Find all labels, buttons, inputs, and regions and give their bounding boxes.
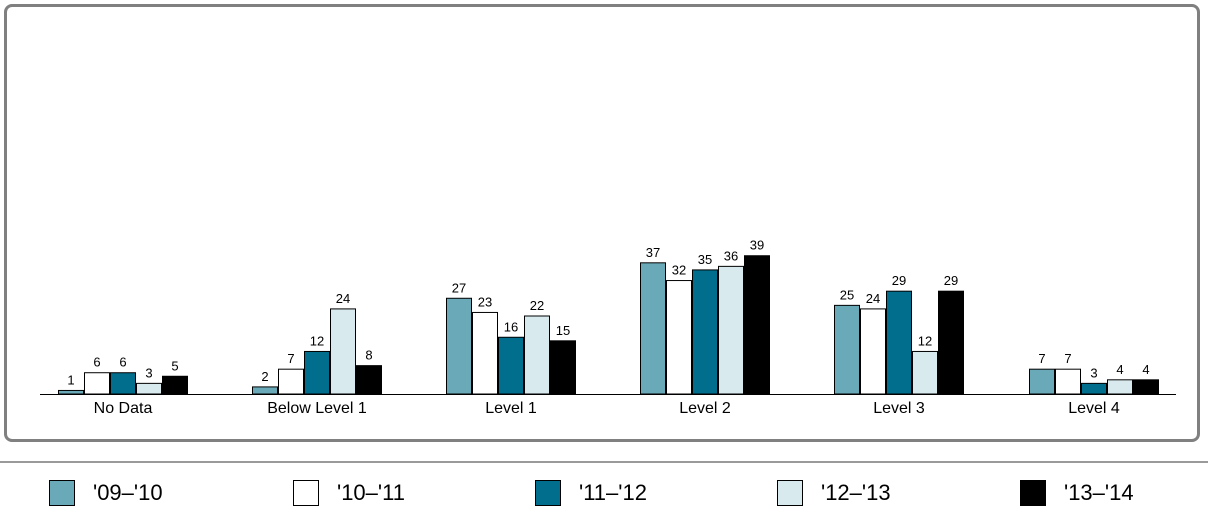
value-label-level-4-series-4: 4 bbox=[1142, 362, 1149, 377]
bar-level-4-series-2 bbox=[1081, 382, 1107, 395]
bar-level-4-series-3 bbox=[1107, 379, 1133, 395]
bar-below-level-1-series-4 bbox=[356, 365, 382, 395]
legend-swatch-09-10 bbox=[49, 480, 75, 506]
value-label-level-4-series-2: 3 bbox=[1090, 365, 1097, 380]
value-label-level-4-series-3: 4 bbox=[1116, 362, 1123, 377]
legend-item-11-12: '11–'12 bbox=[535, 476, 647, 510]
category-label-level-2: Level 2 bbox=[679, 400, 731, 417]
legend-swatch-12-13 bbox=[777, 480, 803, 506]
chart-panel bbox=[4, 4, 1200, 442]
value-label-level-1-series-1: 23 bbox=[478, 294, 492, 309]
legend-label-09-10: '09–'10 bbox=[93, 480, 163, 505]
legend-swatch-13-14 bbox=[1020, 480, 1046, 506]
legend-divider bbox=[0, 461, 1208, 463]
bar-no-data-series-1 bbox=[84, 372, 110, 395]
legend-item-09-10: '09–'10 bbox=[49, 476, 163, 510]
value-label-level-4-series-0: 7 bbox=[1038, 351, 1045, 366]
legend-swatch-10-11 bbox=[293, 480, 319, 506]
category-label-no-data: No Data bbox=[94, 400, 153, 417]
bar-no-data-series-4 bbox=[162, 375, 188, 395]
value-label-no-data-series-2: 6 bbox=[119, 355, 126, 370]
bars-layer bbox=[58, 255, 1159, 395]
category-label-level-4: Level 4 bbox=[1068, 400, 1120, 417]
value-label-level-2-series-0: 37 bbox=[646, 245, 660, 260]
legend-label-12-13: '12–'13 bbox=[821, 480, 891, 505]
category-labels-layer: No Data Below Level 1 Level 1 Level 2 Level … bbox=[94, 400, 1120, 417]
value-label-no-data-series-4: 5 bbox=[171, 358, 178, 373]
value-label-level-1-series-3: 22 bbox=[530, 298, 544, 313]
value-label-level-3-series-4: 29 bbox=[944, 273, 958, 288]
bar-level-4-series-0 bbox=[1029, 368, 1055, 395]
value-label-level-1-series-0: 27 bbox=[452, 280, 466, 295]
value-label-level-1-series-4: 15 bbox=[556, 323, 570, 338]
bar-level-2-series-2 bbox=[692, 269, 718, 395]
value-label-below-level-1-series-1: 7 bbox=[287, 351, 294, 366]
bar-level-4-series-1 bbox=[1055, 368, 1081, 395]
bar-level-4-series-4 bbox=[1133, 379, 1159, 395]
bar-level-1-series-0 bbox=[446, 297, 472, 395]
bar-below-level-1-series-1 bbox=[278, 368, 304, 395]
value-label-level-2-series-1: 32 bbox=[672, 263, 686, 278]
value-label-level-2-series-4: 39 bbox=[750, 238, 764, 253]
bar-level-3-series-0 bbox=[834, 304, 860, 395]
value-label-below-level-1-series-0: 2 bbox=[261, 369, 268, 384]
legend: '09–'10 '10–'11 '11–'12 '12–'13 '13–'14 bbox=[0, 476, 1208, 510]
value-label-level-3-series-2: 29 bbox=[892, 273, 906, 288]
value-label-level-2-series-2: 35 bbox=[698, 252, 712, 267]
bar-level-2-series-3 bbox=[718, 265, 744, 395]
category-label-level-1: Level 1 bbox=[485, 400, 537, 417]
value-label-below-level-1-series-3: 24 bbox=[336, 291, 350, 306]
legend-item-10-11: '10–'11 bbox=[293, 476, 405, 510]
value-label-no-data-series-3: 3 bbox=[145, 365, 152, 380]
bar-level-3-series-3 bbox=[912, 350, 938, 395]
category-label-level-3: Level 3 bbox=[873, 400, 925, 417]
legend-label-13-14: '13–'14 bbox=[1064, 480, 1134, 505]
bar-level-1-series-2 bbox=[498, 336, 524, 395]
legend-swatch-11-12 bbox=[535, 480, 561, 506]
category-label-below-level-1: Below Level 1 bbox=[267, 400, 367, 417]
bar-below-level-1-series-0 bbox=[252, 386, 278, 395]
value-label-level-3-series-1: 24 bbox=[866, 291, 880, 306]
bar-level-2-series-4 bbox=[744, 255, 770, 395]
value-label-below-level-1-series-4: 8 bbox=[365, 348, 372, 363]
value-label-no-data-series-0: 1 bbox=[67, 372, 74, 387]
value-label-level-1-series-2: 16 bbox=[504, 319, 518, 334]
legend-label-10-11: '10–'11 bbox=[337, 480, 405, 505]
bar-below-level-1-series-2 bbox=[304, 350, 330, 395]
value-label-level-4-series-1: 7 bbox=[1064, 351, 1071, 366]
bar-no-data-series-0 bbox=[58, 389, 84, 395]
value-label-level-3-series-3: 12 bbox=[918, 333, 932, 348]
bar-level-3-series-1 bbox=[860, 308, 886, 395]
bar-level-2-series-0 bbox=[640, 262, 666, 395]
value-label-level-3-series-0: 25 bbox=[840, 287, 854, 302]
value-label-below-level-1-series-2: 12 bbox=[310, 333, 324, 348]
legend-item-12-13: '12–'13 bbox=[777, 476, 891, 510]
value-label-no-data-series-1: 6 bbox=[93, 355, 100, 370]
bar-level-2-series-1 bbox=[666, 280, 692, 395]
legend-item-13-14: '13–'14 bbox=[1020, 476, 1134, 510]
bar-below-level-1-series-3 bbox=[330, 308, 356, 395]
bar-level-1-series-3 bbox=[524, 315, 550, 395]
legend-label-11-12: '11–'12 bbox=[579, 480, 647, 505]
value-label-level-2-series-3: 36 bbox=[724, 248, 738, 263]
bar-level-3-series-4 bbox=[938, 290, 964, 395]
bar-no-data-series-3 bbox=[136, 382, 162, 395]
bar-level-1-series-4 bbox=[550, 340, 576, 395]
bar-level-3-series-2 bbox=[886, 290, 912, 395]
bar-level-1-series-1 bbox=[472, 311, 498, 395]
bar-no-data-series-2 bbox=[110, 372, 136, 395]
